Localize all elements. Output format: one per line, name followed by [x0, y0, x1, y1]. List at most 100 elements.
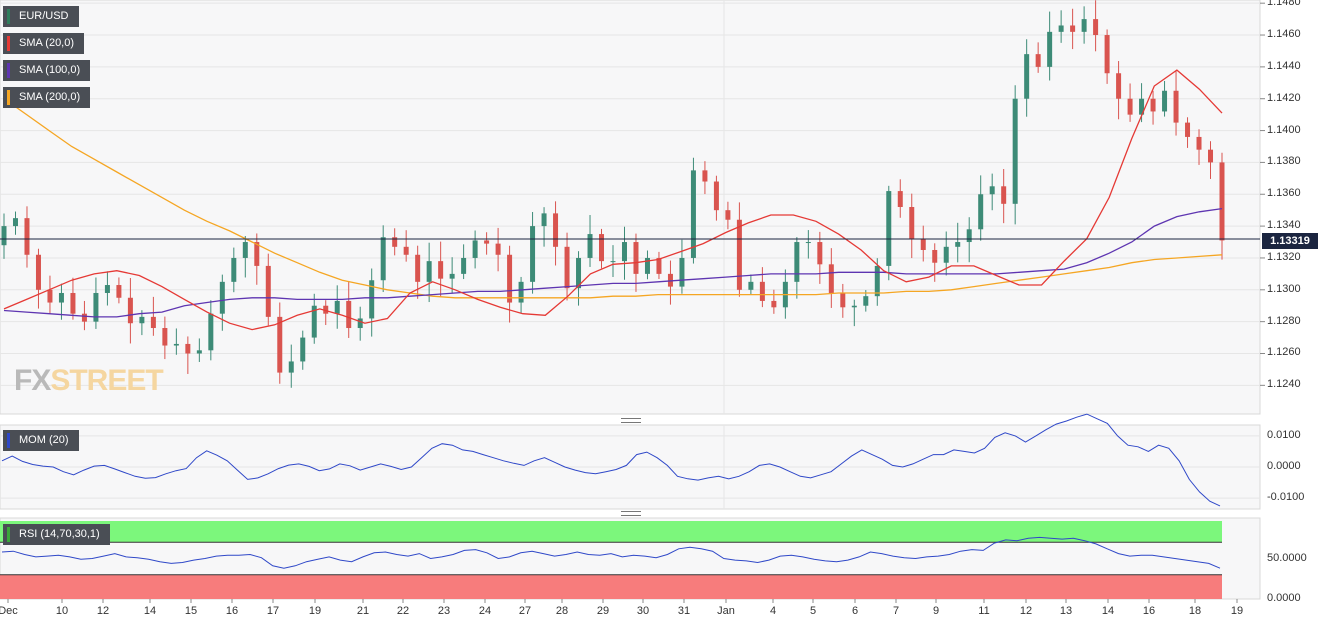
- candle-body: [759, 281, 765, 301]
- y-tick-label: 1.1240: [1267, 378, 1301, 391]
- candle-body: [346, 300, 352, 329]
- candle-body: [518, 281, 524, 303]
- candle-body: [1001, 186, 1007, 204]
- candle-body: [150, 316, 156, 329]
- rsi-overbought-zone: [0, 521, 1222, 543]
- x-tick-label: 9: [932, 605, 940, 617]
- candle-body: [1208, 149, 1214, 163]
- candle-body: [472, 240, 478, 258]
- fxstreet-logo: FXSTREET: [14, 364, 164, 398]
- x-tick-label: 12: [96, 605, 110, 617]
- candle-body: [58, 292, 64, 303]
- legend-swatch: [7, 9, 10, 24]
- candle-body: [35, 254, 41, 290]
- candle-body: [392, 237, 398, 247]
- candle-body: [461, 257, 467, 274]
- y-tick-label: 1.1480: [1267, 0, 1301, 9]
- candle-body: [265, 265, 271, 317]
- logo-fx: FX: [14, 364, 51, 397]
- candle-body: [1139, 98, 1145, 115]
- candle-body: [955, 242, 961, 247]
- candle-body: [311, 305, 317, 338]
- candle-body: [1047, 31, 1053, 67]
- y-tick-label: 1.1260: [1267, 346, 1301, 359]
- candle-body: [713, 181, 719, 211]
- x-tick-label: 15: [184, 605, 198, 617]
- x-tick-label: 13: [1059, 605, 1073, 617]
- sma200-line: [3, 98, 1223, 299]
- sma100-line: [3, 207, 1223, 318]
- candle-body: [587, 234, 593, 258]
- rsi-oversold-zone: [0, 574, 1222, 599]
- candle-body: [897, 191, 903, 207]
- candle-body: [805, 242, 811, 244]
- legend-swatch: [7, 433, 10, 448]
- candle-body: [208, 313, 214, 351]
- candle-body: [1, 226, 7, 246]
- mom-y-tick-label: 0.0000: [1267, 460, 1301, 472]
- pane-resize-handle[interactable]: [621, 418, 641, 423]
- legend-eurusd: EUR/USD: [3, 6, 79, 27]
- candle-body: [530, 226, 536, 282]
- y-tick-label: 1.1360: [1267, 187, 1301, 200]
- candle-body: [644, 257, 650, 274]
- candle-body: [667, 273, 673, 287]
- x-tick-label: 19: [308, 605, 322, 617]
- legend-swatch: [7, 36, 10, 51]
- candle-body: [323, 305, 329, 314]
- candle-body: [610, 261, 616, 263]
- legend-sma100-label: SMA (100,0): [19, 64, 81, 76]
- rsi-line: [1, 536, 1221, 569]
- current-price-label: 1.13319: [1262, 233, 1318, 249]
- candle-body: [1150, 98, 1156, 112]
- candle-body: [219, 281, 225, 314]
- x-tick-label: 29: [596, 605, 610, 617]
- legend-sma100: SMA (100,0): [3, 60, 91, 81]
- candle-body: [231, 257, 237, 282]
- candle-body: [1104, 35, 1110, 74]
- candle-body: [507, 254, 513, 303]
- candle-body: [828, 264, 834, 293]
- legend-sma200-label: SMA (200,0): [19, 91, 81, 103]
- candle-body: [771, 300, 777, 308]
- x-tick-label: 12: [1019, 605, 1033, 617]
- candle-body: [139, 316, 145, 324]
- candle-body: [127, 297, 133, 324]
- candle-body: [633, 242, 639, 274]
- candle-body: [495, 243, 501, 255]
- pane-resize-handle[interactable]: [621, 511, 641, 516]
- candle-body: [725, 210, 731, 220]
- candle-body: [679, 257, 685, 287]
- candle-body: [1035, 54, 1041, 67]
- candle-body: [541, 213, 547, 227]
- legend-sma20-label: SMA (20,0): [19, 37, 75, 49]
- candle-body: [254, 242, 260, 266]
- y-tick-label: 1.1460: [1267, 28, 1301, 41]
- candle-body: [162, 328, 168, 346]
- candle-body: [656, 257, 662, 274]
- candle-body: [334, 300, 340, 314]
- candle-body: [1093, 19, 1099, 36]
- x-tick-label: 27: [518, 605, 532, 617]
- mom-line: [1, 413, 1221, 507]
- candle-body: [242, 242, 248, 258]
- candle-body: [989, 186, 995, 195]
- candle-body: [300, 337, 306, 362]
- candle-body: [576, 257, 582, 289]
- x-tick-label: 31: [677, 605, 691, 617]
- legend-swatch: [7, 527, 10, 542]
- candle-body: [173, 343, 179, 346]
- candle-body: [449, 273, 455, 279]
- candle-body: [621, 242, 627, 262]
- candle-body: [70, 292, 76, 314]
- x-tick-label: 14: [143, 605, 157, 617]
- y-tick-label: 1.1400: [1267, 123, 1301, 136]
- x-tick-label: Dec: [0, 605, 18, 617]
- candle-body: [288, 361, 294, 373]
- x-tick-label: 7: [892, 605, 900, 617]
- candle-body: [932, 249, 938, 263]
- candle-body: [702, 170, 708, 182]
- y-tick-label: 1.1420: [1267, 91, 1301, 104]
- candle-body: [553, 213, 559, 247]
- y-tick-label: 1.1320: [1267, 250, 1301, 263]
